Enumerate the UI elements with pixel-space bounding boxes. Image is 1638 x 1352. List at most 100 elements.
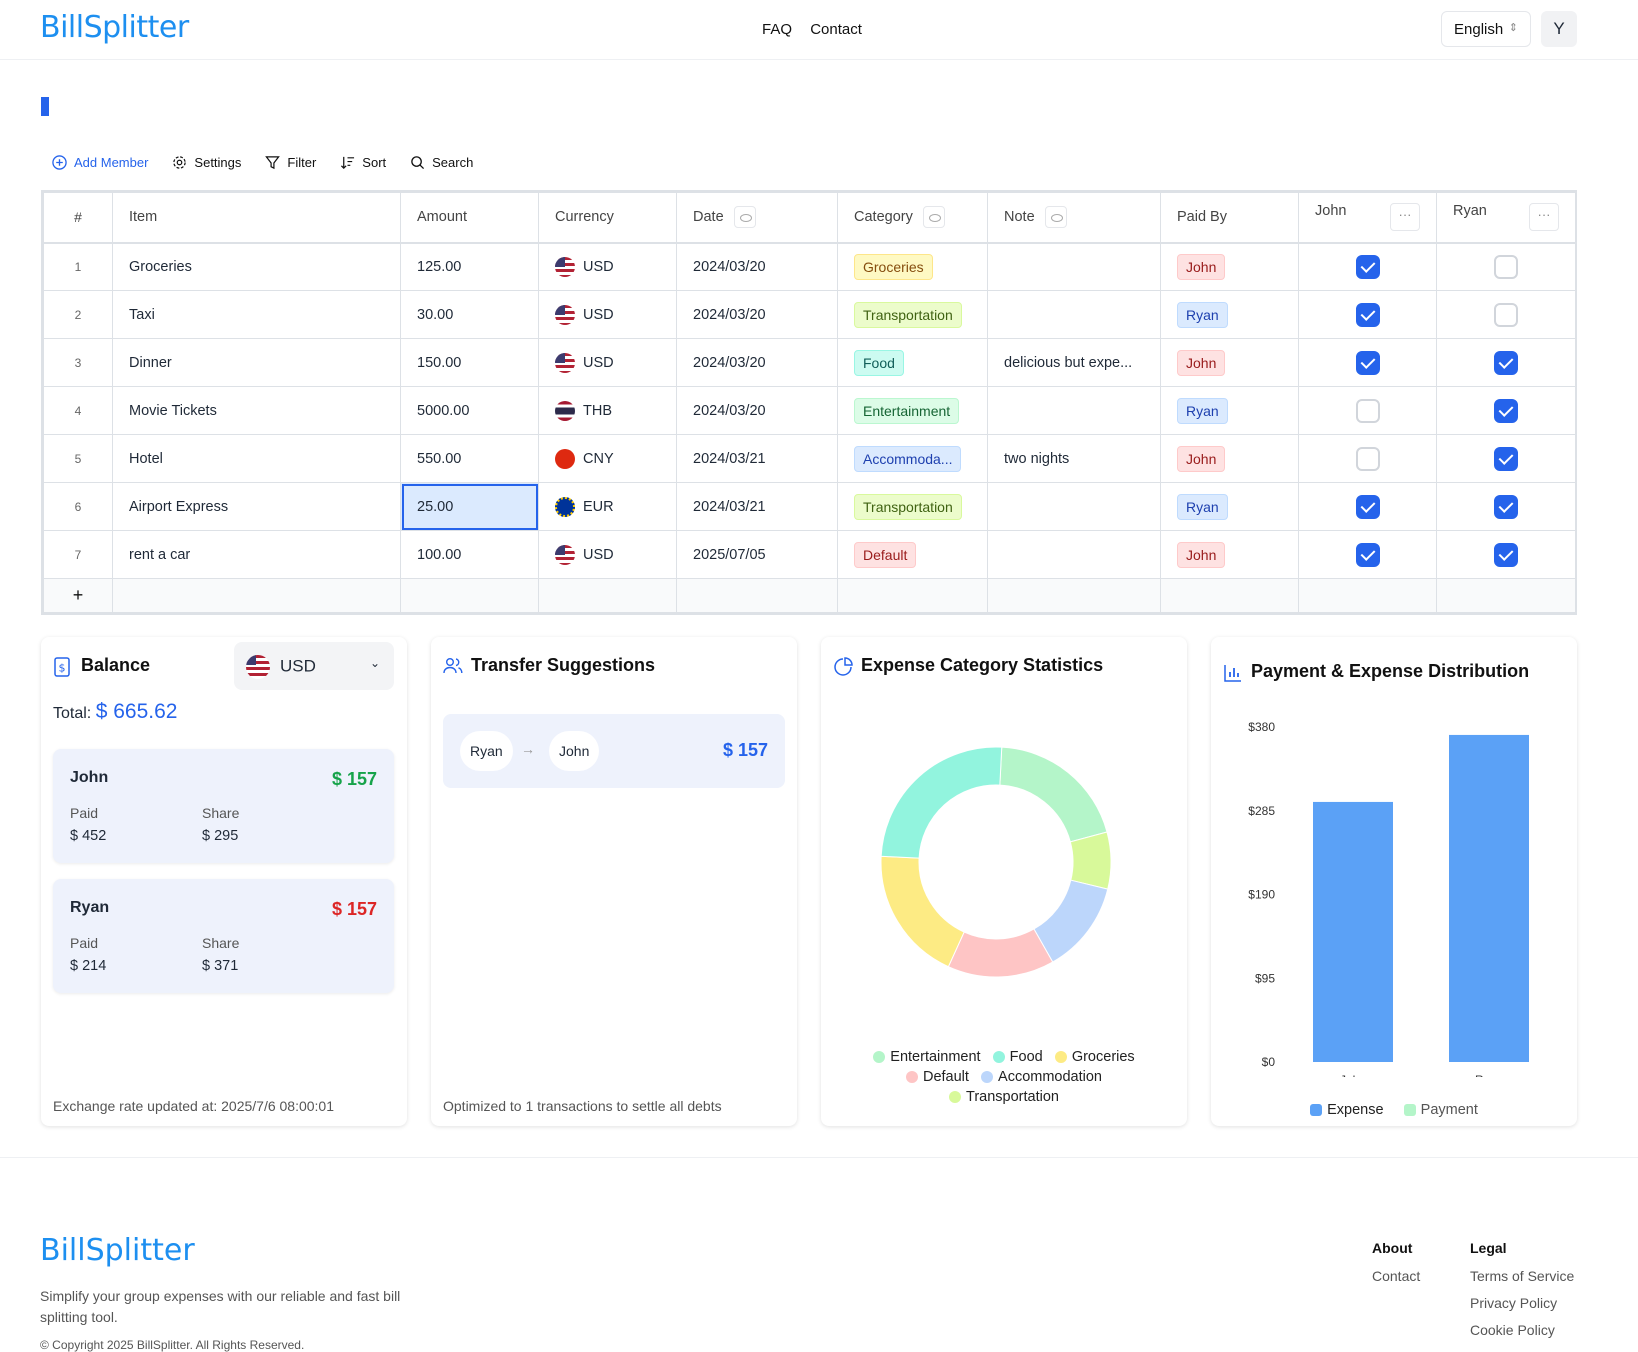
table-row[interactable]: 3 Dinner 150.00 USD 2024/03/20 Food delicious … [43, 338, 1576, 387]
footer-link-contact[interactable]: Contact [1372, 1268, 1421, 1284]
currency-cell[interactable]: USD [538, 338, 677, 387]
note-cell[interactable] [987, 386, 1161, 435]
nav-faq[interactable]: FAQ [762, 21, 793, 38]
col-ryan[interactable]: Ryan ··· [1436, 192, 1576, 244]
more-icon[interactable]: ··· [1390, 203, 1420, 232]
legend-accommodation[interactable]: Accommodation [981, 1069, 1102, 1085]
col-item[interactable]: Item [112, 192, 401, 244]
title-cursor[interactable] [41, 97, 49, 116]
footer-link-privacy[interactable]: Privacy Policy [1470, 1295, 1558, 1311]
note-cell[interactable]: two nights [987, 434, 1161, 483]
john-share-checkbox[interactable] [1355, 398, 1380, 423]
john-share-checkbox[interactable] [1355, 542, 1380, 567]
date-cell[interactable]: 2024/03/20 [676, 290, 838, 339]
legend-payment[interactable]: Payment [1403, 1102, 1478, 1118]
table-row[interactable]: 7 rent a car 100.00 USD 2025/07/05 Default Joh… [43, 530, 1576, 579]
table-row[interactable]: 6 Airport Express 25.00 EUR 2024/03/21 Transp… [43, 482, 1576, 531]
paid-by-cell[interactable]: John [1160, 242, 1299, 291]
table-row[interactable]: 2 Taxi 30.00 USD 2024/03/20 Transportation Rya… [43, 290, 1576, 339]
search-button[interactable]: Search [410, 155, 473, 170]
paid-by-cell[interactable]: Ryan [1160, 482, 1299, 531]
legend-transportation[interactable]: Transportation [949, 1089, 1059, 1105]
add-row[interactable]: + [43, 578, 1576, 613]
settings-button[interactable]: Settings [172, 155, 241, 170]
avatar[interactable]: Y [1541, 11, 1577, 47]
amount-cell[interactable]: 30.00 [400, 290, 539, 339]
category-cell[interactable]: Transportation [837, 290, 988, 339]
item-cell[interactable]: Hotel [112, 434, 401, 483]
amount-cell[interactable]: 25.00 [400, 482, 539, 531]
footer-logo[interactable]: BillSplitter [40, 1233, 195, 1268]
more-icon[interactable]: ··· [1529, 203, 1559, 232]
footer-link-cookie[interactable]: Cookie Policy [1470, 1322, 1555, 1338]
amount-cell[interactable]: 550.00 [400, 434, 539, 483]
ryan-share-checkbox[interactable] [1494, 542, 1518, 567]
category-cell[interactable]: Entertainment [837, 386, 988, 435]
date-cell[interactable]: 2025/07/05 [676, 530, 838, 579]
currency-cell[interactable]: THB [538, 386, 677, 435]
bar-expense-ryan[interactable] [1449, 734, 1529, 1062]
col-category[interactable]: Category [837, 192, 988, 244]
date-cell[interactable]: 2024/03/20 [676, 386, 838, 435]
date-cell[interactable]: 2024/03/21 [676, 434, 838, 483]
eye-icon[interactable] [1044, 206, 1067, 229]
note-cell[interactable] [987, 290, 1161, 339]
item-cell[interactable]: Dinner [112, 338, 401, 387]
paid-by-cell[interactable]: Ryan [1160, 386, 1299, 435]
currency-cell[interactable]: USD [538, 290, 677, 339]
ryan-share-checkbox[interactable] [1494, 302, 1518, 327]
ryan-share-checkbox[interactable] [1494, 398, 1518, 423]
paid-by-cell[interactable]: John [1160, 338, 1299, 387]
legend-expense[interactable]: Expense [1310, 1102, 1384, 1118]
add-member-button[interactable]: Add Member [52, 155, 148, 170]
note-cell[interactable] [987, 482, 1161, 531]
slice-entertainment[interactable] [999, 746, 1108, 843]
note-cell[interactable] [987, 530, 1161, 579]
legend-groceries[interactable]: Groceries [1054, 1049, 1135, 1065]
amount-cell[interactable]: 150.00 [400, 338, 539, 387]
table-row[interactable]: 1 Groceries 125.00 USD 2024/03/20 Groceries Jo… [43, 242, 1576, 291]
category-cell[interactable]: Accommoda... [837, 434, 988, 483]
currency-cell[interactable]: EUR [538, 482, 677, 531]
amount-cell[interactable]: 100.00 [400, 530, 539, 579]
category-cell[interactable]: Default [837, 530, 988, 579]
currency-cell[interactable]: USD [538, 530, 677, 579]
item-cell[interactable]: Taxi [112, 290, 401, 339]
col-amount[interactable]: Amount [400, 192, 539, 244]
balance-currency-select[interactable]: USD ⌄ [234, 642, 394, 690]
note-cell[interactable]: delicious but expe... [987, 338, 1161, 387]
item-cell[interactable]: Groceries [112, 242, 401, 291]
john-share-checkbox[interactable] [1355, 302, 1380, 327]
date-cell[interactable]: 2024/03/20 [676, 242, 838, 291]
table-row[interactable]: 4 Movie Tickets 5000.00 THB 2024/03/20 Entert… [43, 386, 1576, 435]
john-share-checkbox[interactable] [1355, 350, 1380, 375]
slice-food[interactable] [880, 746, 1003, 859]
currency-cell[interactable]: CNY [538, 434, 677, 483]
table-row[interactable]: 5 Hotel 550.00 CNY 2024/03/21 Accommoda... two… [43, 434, 1576, 483]
date-cell[interactable]: 2024/03/21 [676, 482, 838, 531]
footer-link-terms[interactable]: Terms of Service [1470, 1268, 1575, 1284]
slice-transportation[interactable] [1069, 831, 1112, 890]
item-cell[interactable]: Movie Tickets [112, 386, 401, 435]
slice-default[interactable] [947, 928, 1054, 978]
item-cell[interactable]: Airport Express [112, 482, 401, 531]
amount-cell[interactable]: 5000.00 [400, 386, 539, 435]
john-share-checkbox[interactable] [1355, 254, 1380, 279]
ryan-share-checkbox[interactable] [1494, 446, 1518, 471]
nav-contact[interactable]: Contact [810, 21, 862, 38]
legend-default[interactable]: Default [905, 1069, 969, 1085]
legend-entertainment[interactable]: Entertainment [873, 1049, 981, 1065]
paid-by-cell[interactable]: John [1160, 530, 1299, 579]
date-cell[interactable]: 2024/03/20 [676, 338, 838, 387]
paid-by-cell[interactable]: John [1160, 434, 1299, 483]
ryan-share-checkbox[interactable] [1494, 254, 1518, 279]
paid-by-cell[interactable]: Ryan [1160, 290, 1299, 339]
bar-expense-john[interactable] [1313, 801, 1393, 1062]
item-cell[interactable]: rent a car [112, 530, 401, 579]
ryan-share-checkbox[interactable] [1494, 494, 1518, 519]
category-cell[interactable]: Transportation [837, 482, 988, 531]
eye-icon[interactable] [922, 206, 945, 229]
language-select[interactable]: English ⇕ [1441, 11, 1531, 47]
add-row-button[interactable]: + [43, 578, 113, 613]
slice-groceries[interactable] [880, 855, 965, 968]
